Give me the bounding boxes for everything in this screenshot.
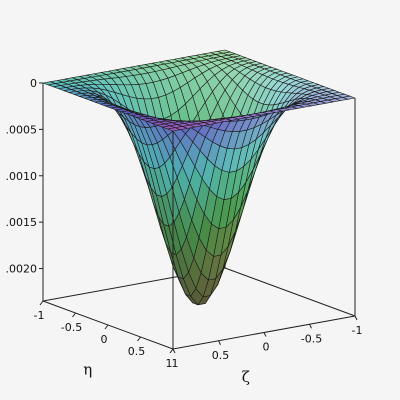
box-back-edge-2: [224, 267, 356, 317]
zeta-tick-label: 0: [263, 341, 270, 354]
eta-tick-mark: [169, 348, 174, 354]
zeta-tick-mark: [309, 324, 312, 329]
z-tick-label: .0015: [6, 216, 38, 229]
axis-ticks: -1 -0.5 0 0.5 1 1 0.5 0 -0.5 -1 0 .0005 .0010 .0015 .0…: [6, 77, 363, 370]
zeta-tick-mark: [172, 348, 176, 354]
eta-tick-mark: [104, 324, 109, 330]
eta-tick-label: 1: [166, 357, 173, 370]
eta-tick-mark: [137, 336, 141, 342]
eta-tick-mark: [72, 312, 76, 318]
eta-tick-mark: [39, 300, 44, 306]
z-tick-label: .0005: [6, 123, 38, 136]
zeta-tick-mark: [354, 315, 358, 321]
zeta-tick-label: 1: [172, 357, 179, 370]
z-tick-label: .0020: [6, 263, 38, 276]
eta-axis-label: η: [83, 361, 92, 379]
zeta-axis-label: ζ: [242, 368, 250, 386]
eta-tick-label: -1: [34, 309, 45, 322]
eta-tick-label: 0: [101, 333, 108, 346]
z-tick-label: .0010: [6, 170, 38, 183]
surface-patch: [167, 127, 181, 132]
eta-tick-label: 0.5: [128, 345, 146, 358]
zeta-tick-label: -0.5: [301, 332, 322, 345]
zeta-tick-label: 0.5: [212, 349, 230, 362]
zeta-tick-mark: [218, 340, 221, 345]
z-tick-label: 0: [30, 77, 37, 90]
surface-mesh: [42, 49, 356, 306]
zeta-tick-mark: [263, 332, 267, 337]
eta-tick-label: -0.5: [61, 321, 82, 334]
zeta-tick-label: -1: [352, 324, 363, 337]
